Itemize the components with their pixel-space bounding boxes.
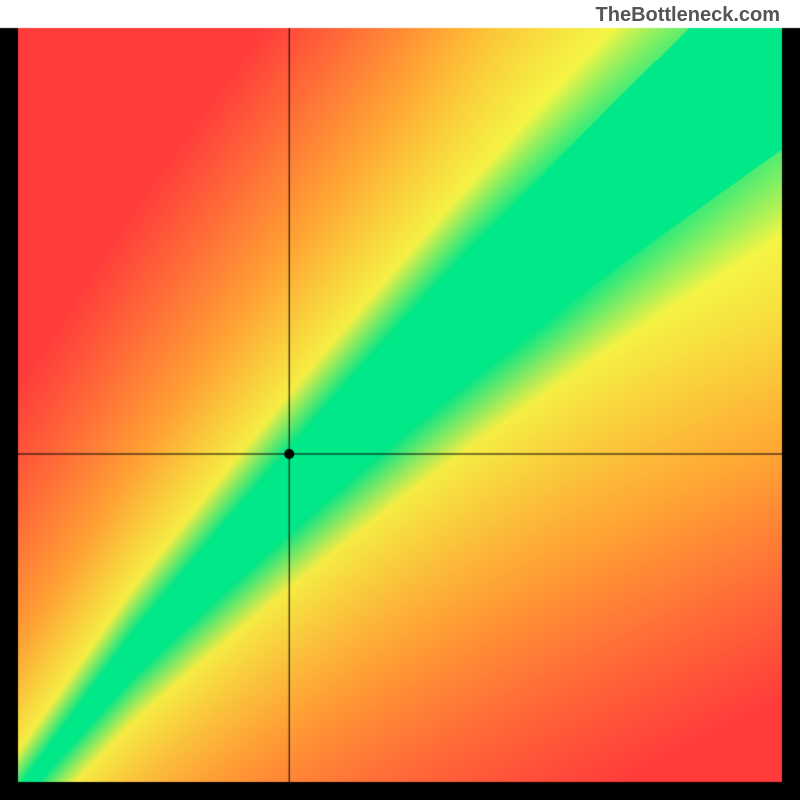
bottleneck-heatmap	[0, 0, 800, 800]
chart-container: TheBottleneck.com	[0, 0, 800, 800]
watermark-text: TheBottleneck.com	[596, 4, 780, 27]
